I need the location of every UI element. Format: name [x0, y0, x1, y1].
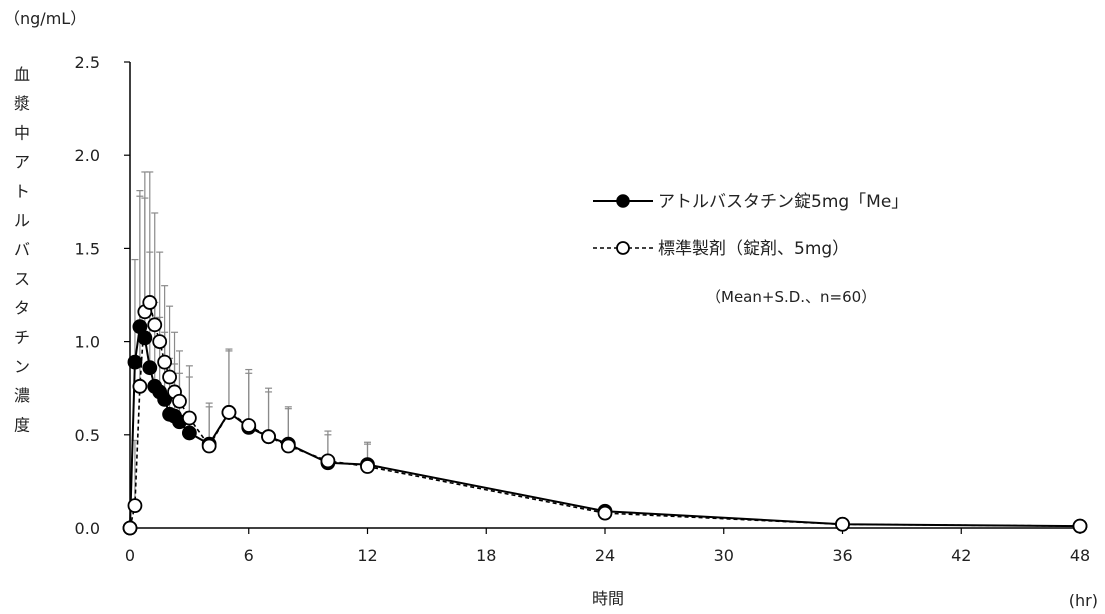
data-point-reference	[360, 459, 375, 474]
data-point-test	[127, 354, 143, 370]
data-point-test	[181, 425, 197, 441]
data-point-reference	[127, 498, 143, 514]
series-line-test	[129, 323, 1081, 529]
x-tick-label: 36	[832, 546, 852, 565]
legend-label-test: アトルバスタチン錠5mg「Me」	[658, 192, 908, 212]
data-point-reference	[201, 438, 217, 454]
data-point-reference	[132, 378, 148, 394]
data-point-reference	[162, 369, 177, 385]
y-axis-label: 血漿中アトルバスタチン濃度	[14, 65, 30, 434]
x-tick-label: 24	[595, 546, 615, 565]
legend-marker-test	[616, 194, 630, 208]
data-point-reference	[320, 453, 336, 469]
y-tick-label: 2.0	[75, 146, 100, 165]
data-point-reference	[147, 317, 163, 333]
x-tick-label: 42	[951, 546, 971, 565]
y-tick-label: 1.0	[75, 333, 100, 352]
data-point-test	[157, 391, 173, 407]
x-tick-label: 12	[357, 546, 377, 565]
legend-label-reference: 標準製剤（錠剤、5mg）	[658, 239, 849, 259]
data-point-reference	[157, 354, 173, 370]
data-point-reference	[172, 393, 187, 409]
data-point-reference	[597, 505, 613, 521]
data-markers	[122, 295, 1088, 536]
data-point-reference	[142, 295, 158, 310]
data-point-reference	[280, 438, 296, 454]
data-point-test	[137, 330, 153, 346]
y-tick-label: 2.5	[75, 53, 100, 72]
data-point-reference	[122, 520, 138, 536]
series-line-reference	[129, 300, 1081, 529]
series-lines	[129, 300, 1081, 529]
x-tick-label: 0	[125, 546, 135, 565]
y-tick-label: 0.5	[75, 426, 100, 445]
y-tick-label: 0.0	[75, 519, 100, 538]
data-point-reference	[221, 405, 237, 420]
x-axis-label: 時間	[592, 589, 624, 608]
error-bars	[131, 171, 1084, 527]
data-point-reference	[181, 410, 197, 426]
legend: アトルバスタチン錠5mg「Me」 標準製剤（錠剤、5mg） （Mean+S.D.…	[593, 192, 908, 306]
x-tick-label: 18	[476, 546, 496, 565]
x-tick-label: 6	[244, 546, 254, 565]
data-point-reference	[261, 429, 276, 445]
data-point-reference	[835, 516, 850, 532]
data-point-test	[142, 360, 158, 376]
x-tick-label: 30	[714, 546, 734, 565]
y-tick-label: 1.5	[75, 239, 100, 258]
legend-marker-reference	[616, 241, 630, 255]
x-axis-unit: (hr)	[1069, 591, 1098, 610]
stat-note: （Mean+S.D.、n=60）	[706, 288, 876, 306]
data-point-reference	[152, 334, 168, 350]
data-point-reference	[1072, 518, 1088, 534]
x-tick-label: 48	[1070, 546, 1090, 565]
axes: 0.0 0.5 1.0 1.5 2.0 2.5 0 6 12 18 24 30 36 42 48	[75, 53, 1091, 565]
y-unit-label: （ng/mL）	[4, 9, 86, 28]
data-point-reference	[241, 418, 257, 433]
